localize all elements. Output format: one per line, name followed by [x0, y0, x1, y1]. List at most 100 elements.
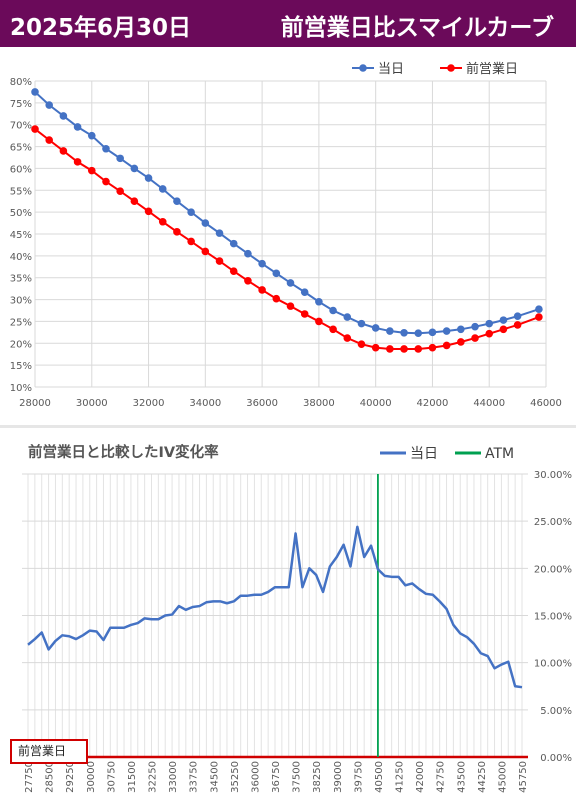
y-tick-label: 60% [10, 164, 32, 175]
chart2-x-ticks: 27750 28500 29250 30000 30750 31500 32250 33000… [24, 761, 529, 793]
data-point [442, 327, 451, 335]
y-tick-label: 20% [10, 339, 32, 350]
data-point [158, 185, 167, 193]
data-point [87, 166, 96, 175]
data-point [187, 237, 195, 246]
data-point [442, 341, 451, 350]
data-point [386, 327, 394, 335]
data-point [116, 154, 124, 163]
x-tick-label: 42750 [436, 761, 447, 793]
chart1-x-ticks: 28000 30000 32000 34000 36000 38000 40000 42000… [19, 398, 562, 409]
data-point [357, 319, 366, 328]
x-tick-label: 44250 [477, 761, 488, 793]
smile-curve-chart: 10% 15% 20% 25% 30% 35% 40% 45% 50% 55% 60% 65% 70% 7… [0, 47, 576, 425]
data-point [130, 197, 139, 206]
data-point [244, 249, 252, 258]
data-point [513, 321, 522, 329]
data-point [428, 343, 437, 352]
data-point [428, 328, 437, 337]
x-tick-label: 37500 [292, 761, 303, 793]
data-point [315, 317, 323, 326]
zero-line-label: 前営業日 [10, 739, 88, 764]
series-line-1 [34, 128, 540, 350]
data-point [499, 325, 508, 334]
data-point [59, 147, 68, 155]
x-tick-label: 33000 [168, 761, 179, 793]
data-point [329, 325, 337, 334]
header-title: 前営業日比スマイルカーブ [280, 15, 554, 41]
x-tick-label: 30750 [106, 761, 117, 793]
data-point [31, 125, 39, 133]
data-point [414, 345, 423, 353]
x-tick-label: 45750 [518, 761, 529, 793]
data-point [513, 312, 522, 320]
x-tick-label: 32250 [148, 761, 159, 793]
chart1-legend: 当日 前営業日 [352, 61, 518, 77]
data-point [386, 345, 394, 353]
data-point [371, 324, 380, 332]
data-point [215, 257, 224, 265]
chart2-y-ticks: 0.00% 5.00% 10.00% 15.00% 20.00% 25.00% 30.00% [534, 470, 572, 764]
y-tick-label: 40% [10, 252, 32, 263]
data-point [300, 310, 309, 318]
chart2-legend: 当日 ATM [380, 446, 514, 462]
smile-curve-svg: 10% 15% 20% 25% 30% 35% 40% 45% 50% 55% 60% 65% 70% 7… [10, 61, 562, 409]
x-tick-label: 42000 [415, 761, 426, 793]
x-tick-label: 46000 [530, 398, 562, 409]
legend-label: ATM [485, 446, 514, 462]
data-point [286, 302, 295, 310]
data-point [315, 297, 323, 306]
x-tick-label: 41250 [395, 761, 406, 793]
data-point [499, 316, 508, 324]
y-tick-label: 25% [10, 317, 32, 328]
y-tick-label: 30% [10, 296, 32, 307]
header-banner: 2025年6月30日 前営業日比スマイルカーブ [0, 0, 576, 47]
data-point [173, 197, 181, 206]
data-point [201, 219, 210, 227]
data-point [286, 279, 295, 287]
x-tick-label: 31500 [127, 761, 138, 793]
data-point [144, 207, 153, 216]
data-point [400, 328, 408, 337]
x-tick-label: 36750 [271, 761, 282, 793]
legend-label: 当日 [410, 446, 438, 462]
x-tick-label: 29250 [65, 761, 76, 793]
data-point [73, 123, 82, 131]
data-point [414, 329, 423, 338]
data-point [45, 101, 53, 109]
x-tick-label: 30000 [76, 398, 108, 409]
data-point [471, 334, 479, 342]
legend-marker [359, 64, 367, 72]
iv-change-chart: 前営業日と比較したIV変化率 0.00% 5.00% 10.00% 15.00% 20.… [0, 428, 576, 802]
chart2-title: 前営業日と比較したIV変化率 [28, 443, 219, 461]
data-point [258, 286, 266, 294]
data-point [130, 164, 139, 173]
data-point [258, 259, 266, 268]
data-point [329, 306, 337, 315]
y-tick-label: 20.00% [534, 564, 572, 575]
y-tick-label: 55% [10, 186, 32, 197]
x-tick-label: 34000 [189, 398, 221, 409]
chart2-series [27, 525, 523, 689]
data-point [371, 343, 380, 352]
data-point [59, 112, 68, 120]
data-point [357, 340, 366, 348]
chart1-y-ticks: 10% 15% 20% 25% 30% 35% 40% 45% 50% 55% 60% 65% 70% 7… [10, 77, 32, 394]
data-point [272, 269, 281, 278]
x-tick-label: 40500 [374, 761, 385, 793]
y-tick-label: 65% [10, 143, 32, 154]
x-tick-label: 30000 [86, 761, 97, 793]
data-point [173, 228, 181, 236]
data-point [116, 187, 124, 195]
legend-label: 当日 [378, 62, 404, 77]
x-tick-label: 36000 [250, 761, 261, 793]
data-point [485, 329, 494, 338]
y-tick-label: 30.00% [534, 470, 572, 481]
y-tick-label: 80% [10, 77, 32, 88]
y-tick-label: 10.00% [534, 659, 572, 670]
chart1-grid [34, 80, 547, 388]
data-point [158, 217, 167, 226]
series-line-0 [27, 525, 523, 689]
chart2-grid [22, 473, 528, 759]
data-point [457, 338, 465, 346]
